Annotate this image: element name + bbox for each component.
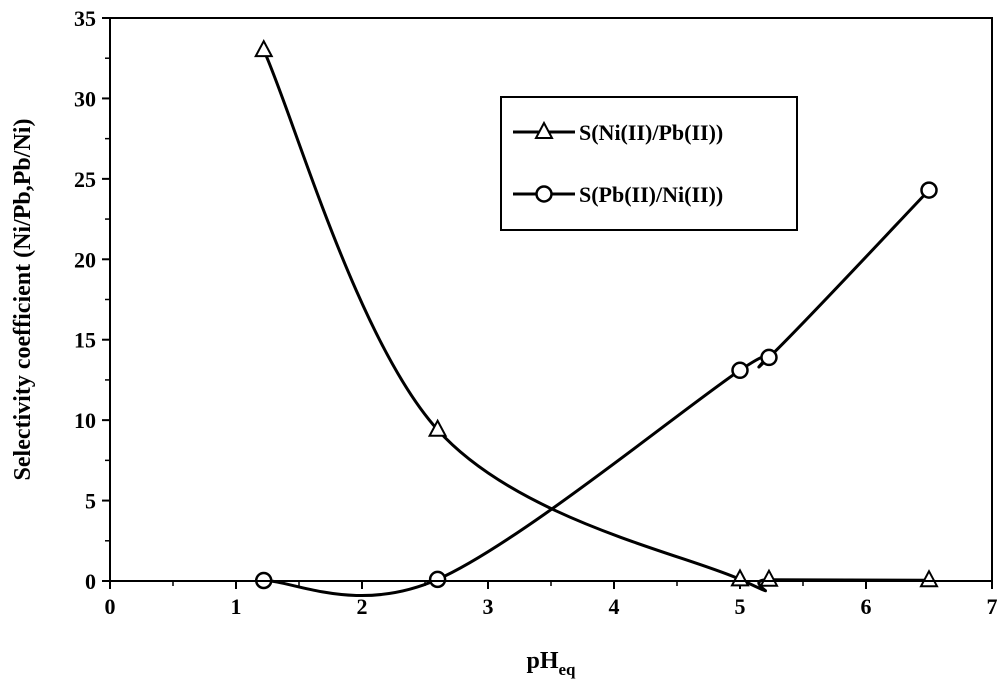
- legend-entries: S(Ni(II)/Pb(II)) S(Pb(II)/Ni(II)): [513, 120, 723, 207]
- legend-entry-2: S(Pb(II)/Ni(II)): [513, 182, 723, 207]
- legend-label: S(Ni(II)/Pb(II)): [579, 120, 723, 145]
- y-tick-label: 15: [74, 328, 96, 353]
- x-tick-label: 4: [609, 594, 620, 619]
- legend-label: S(Pb(II)/Ni(II)): [579, 182, 723, 207]
- y-tick-label: 10: [74, 408, 96, 433]
- x-tick-label: 6: [861, 594, 872, 619]
- plot-frame: [109, 17, 993, 582]
- x-tick-label: 2: [357, 594, 368, 619]
- legend-box: [500, 96, 798, 231]
- legend: S(Ni(II)/Pb(II)) S(Pb(II)/Ni(II)): [500, 96, 798, 231]
- y-tick-label: 30: [74, 86, 96, 111]
- x-tick-label: 3: [483, 594, 494, 619]
- ticks-layer: 0 1 2 3 4 5 6 7 0 5 10 15 20 25 30 35: [74, 6, 998, 619]
- y-tick-label: 35: [74, 6, 96, 31]
- legend-entry-1: S(Ni(II)/Pb(II)): [513, 120, 723, 145]
- x-tick-label: 7: [987, 594, 998, 619]
- circle-data-point: [731, 361, 749, 380]
- y-axis-title: Selectivity coefficient (Ni/Pb,Pb/Ni): [10, 119, 36, 481]
- triangle-data-point: [427, 418, 448, 437]
- series-line: [263, 189, 931, 597]
- x-tick-label: 0: [105, 594, 116, 619]
- y-tick-label: 20: [74, 247, 96, 272]
- x-axis-title-subscript: eq: [559, 660, 577, 679]
- series-1: [254, 39, 939, 593]
- y-tick-label: 25: [74, 167, 96, 192]
- series-line: [262, 49, 930, 593]
- y-tick-label: 0: [85, 569, 96, 594]
- y-tick-label: 5: [85, 489, 96, 514]
- triangle-data-point: [759, 568, 779, 587]
- x-tick-label: 1: [231, 594, 242, 619]
- x-tick-label: 5: [735, 594, 746, 619]
- circle-data-point: [760, 348, 778, 367]
- series-2: [254, 181, 938, 597]
- triangle-data-point: [254, 39, 274, 58]
- series-layer: [254, 39, 939, 597]
- circle-data-point: [428, 570, 447, 589]
- circle-data-point: [920, 181, 938, 199]
- triangle-data-point: [919, 569, 939, 588]
- legend-circle-marker: [535, 185, 553, 203]
- x-axis-title-main: pH: [526, 648, 558, 674]
- x-axis-title: pHeq: [526, 648, 576, 679]
- legend-triangle-marker: [534, 120, 554, 139]
